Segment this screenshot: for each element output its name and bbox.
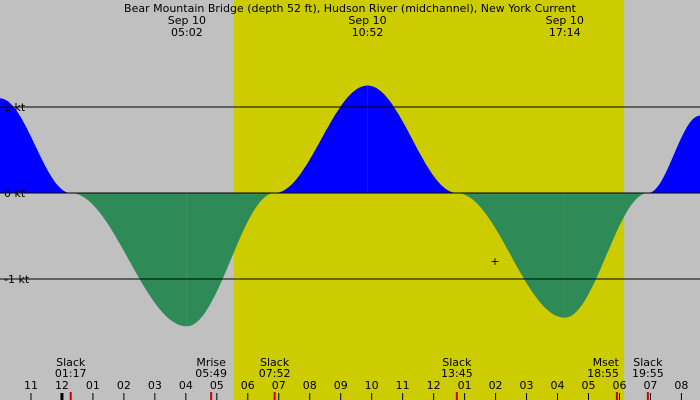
- hour-tick-label: 12: [55, 379, 69, 392]
- y-tick-label: 0 kt: [4, 187, 26, 200]
- event-label: Mrise: [196, 356, 226, 369]
- hour-tick-label: 07: [272, 379, 286, 392]
- hour-tick-label: 06: [241, 379, 255, 392]
- event-time: 19:55: [632, 367, 664, 380]
- extreme-time: 17:14: [549, 26, 581, 39]
- hour-tick: [185, 393, 187, 400]
- hour-tick: [402, 393, 404, 400]
- hour-tick: [247, 393, 249, 400]
- hour-tick-label: 11: [396, 379, 410, 392]
- flood-area: [0, 98, 71, 193]
- extreme-time: 10:52: [352, 26, 384, 39]
- hour-tick: [464, 393, 466, 400]
- event-time: 05:49: [195, 367, 227, 380]
- event-label: Slack: [260, 356, 290, 369]
- ebb-area: [186, 193, 275, 327]
- event-time: 18:55: [587, 367, 619, 380]
- hour-tick: [680, 393, 682, 400]
- hour-tick: [495, 393, 497, 400]
- hour-tick-label: 09: [334, 379, 348, 392]
- hour-tick: [526, 393, 528, 400]
- hour-tick-label: 11: [24, 379, 38, 392]
- midnight-tick: [60, 393, 64, 400]
- event-label: Slack: [633, 356, 663, 369]
- hour-tick-label: 05: [210, 379, 224, 392]
- event-labels: Slack01:17Mrise05:49Slack07:52Slack13:45…: [55, 356, 664, 400]
- flood-area: [648, 115, 700, 193]
- current-area-layer: [0, 85, 700, 327]
- y-tick-labels: 1 kt 0 kt -1 kt: [4, 101, 30, 286]
- hour-tick-label: 01: [458, 379, 472, 392]
- hour-tick: [216, 393, 218, 400]
- extreme-date: Sep 10: [546, 14, 584, 27]
- hour-tick-label: 03: [148, 379, 162, 392]
- hour-tick-label: 03: [520, 379, 534, 392]
- hour-tick: [154, 393, 156, 400]
- hour-tick: [340, 393, 342, 400]
- hour-tick: [371, 393, 373, 400]
- hour-tick: [618, 393, 620, 400]
- event-tick: [615, 392, 618, 400]
- hour-tick-label: 04: [551, 379, 565, 392]
- hour-tick-label: 10: [365, 379, 379, 392]
- hour-tick-label: 07: [643, 379, 657, 392]
- hour-tick-label: 08: [674, 379, 688, 392]
- hour-tick-label: 02: [117, 379, 131, 392]
- hour-tick: [433, 393, 435, 400]
- hour-axis: 11 12 01 02 03 04 05 06 07 08 09 10 11 12 01 02 03 04 05 06…: [24, 379, 688, 400]
- event-label: Slack: [56, 356, 86, 369]
- ebb-area: [456, 193, 565, 318]
- hour-tick-label: 01: [86, 379, 100, 392]
- y-tick-label: 1 kt: [4, 101, 26, 114]
- event-label: Mset: [593, 356, 620, 369]
- hour-tick: [123, 393, 125, 400]
- hour-tick: [278, 393, 280, 400]
- event-tick: [646, 392, 649, 400]
- event-tick: [69, 392, 72, 400]
- hour-tick: [30, 393, 32, 400]
- y-gridlines: [0, 106, 700, 280]
- event-tick: [210, 392, 213, 400]
- hour-tick-label: 04: [179, 379, 193, 392]
- hour-tick-label: 12: [427, 379, 441, 392]
- hour-tick: [92, 393, 94, 400]
- hour-tick: [309, 393, 311, 400]
- hour-tick-label: 06: [612, 379, 626, 392]
- cursor-marker: +: [490, 255, 499, 268]
- flood-area: [274, 85, 368, 193]
- hour-tick-label: 02: [489, 379, 503, 392]
- event-tick: [455, 392, 458, 400]
- ebb-area: [70, 193, 187, 327]
- hour-tick: [587, 393, 589, 400]
- event-time: 13:45: [441, 367, 473, 380]
- chart-title: Bear Mountain Bridge (depth 52 ft), Huds…: [124, 2, 577, 15]
- flood-area: [367, 85, 457, 193]
- extreme-date: Sep 10: [168, 14, 206, 27]
- ebb-area: [564, 193, 648, 318]
- hour-tick: [557, 393, 559, 400]
- event-time: 01:17: [55, 367, 87, 380]
- hour-tick-label: 05: [581, 379, 595, 392]
- y-tick-label: -1 kt: [4, 273, 30, 286]
- extreme-time: 05:02: [171, 26, 203, 39]
- event-tick: [273, 392, 276, 400]
- event-label: Slack: [442, 356, 472, 369]
- hour-tick: [649, 393, 651, 400]
- hour-tick-label: 08: [303, 379, 317, 392]
- event-time: 07:52: [259, 367, 291, 380]
- crosshair-marker: +: [490, 255, 499, 268]
- extreme-date: Sep 10: [348, 14, 386, 27]
